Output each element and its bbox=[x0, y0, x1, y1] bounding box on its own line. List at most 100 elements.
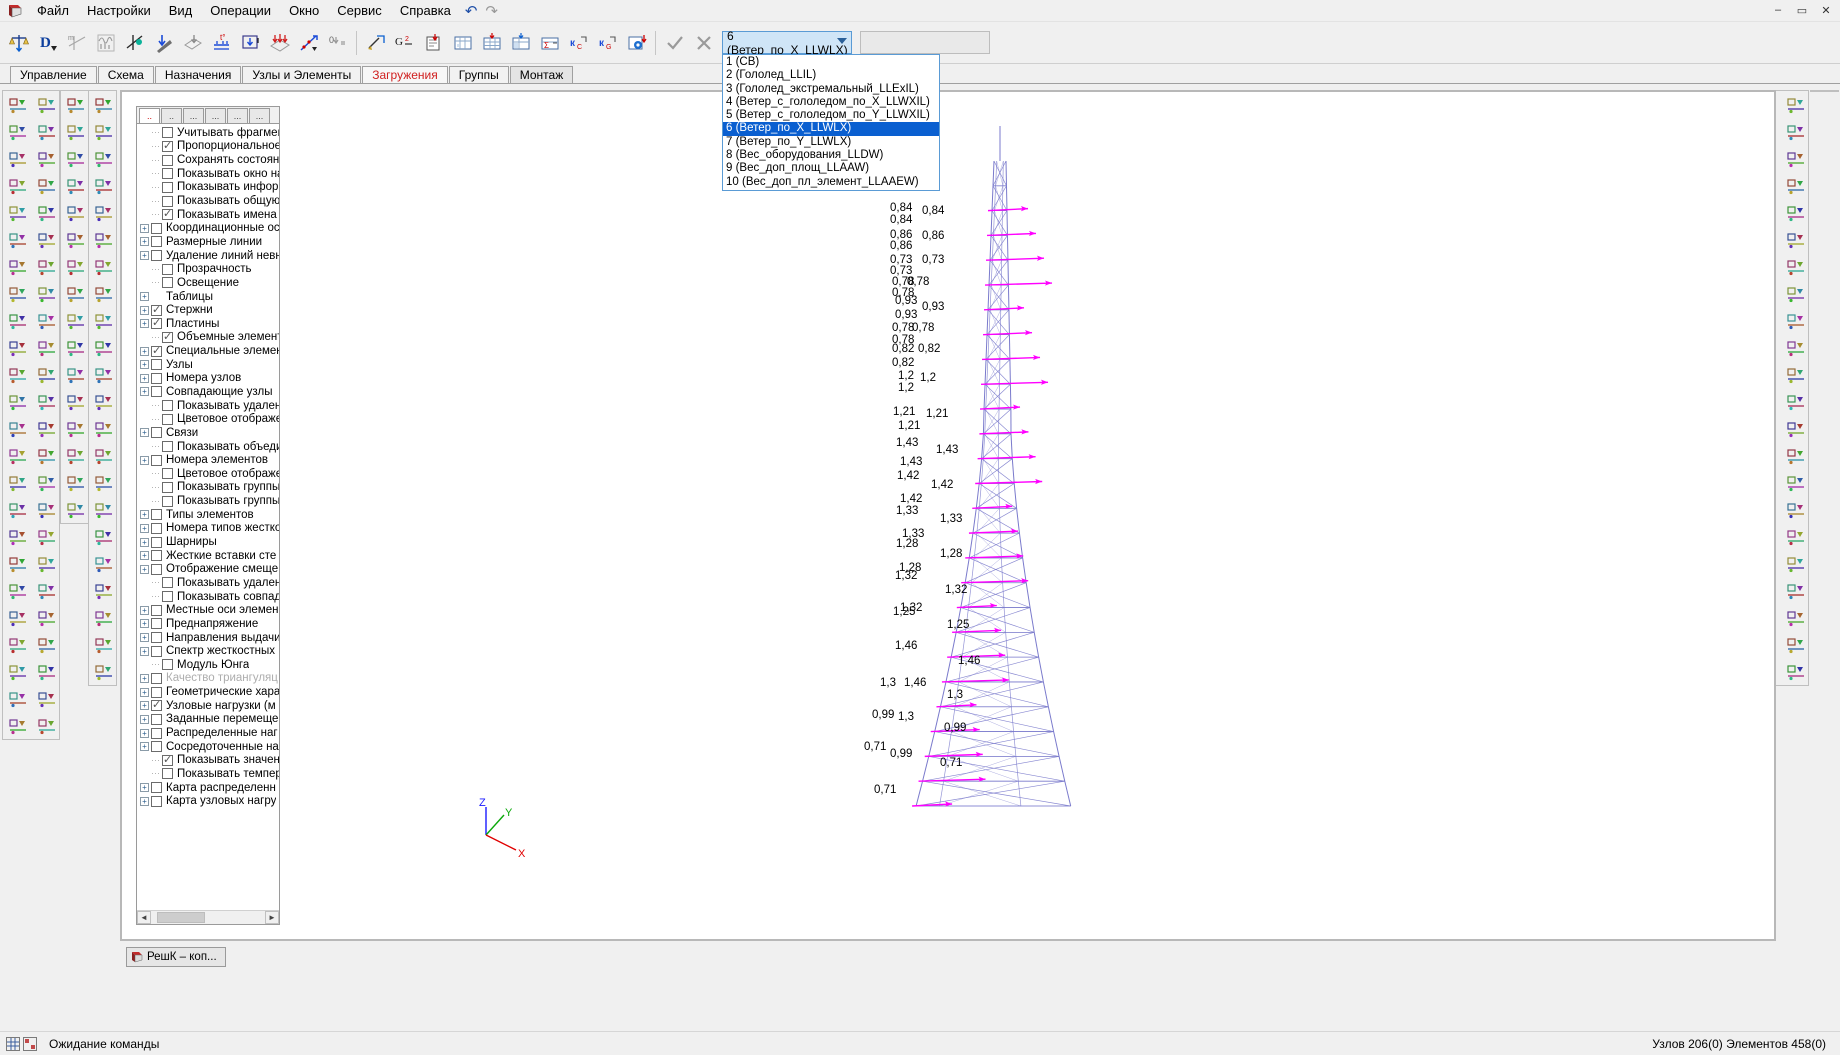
scroll-left-arrow-icon[interactable]: ◄ bbox=[137, 911, 151, 924]
tree-checkbox[interactable] bbox=[162, 441, 173, 453]
tree-checkbox[interactable] bbox=[151, 741, 162, 753]
expand-plus-icon[interactable]: + bbox=[140, 564, 149, 574]
tree-checkbox[interactable] bbox=[162, 277, 173, 289]
tree-checkbox[interactable] bbox=[151, 618, 162, 630]
load-case-option-2[interactable]: 2 (Гололед_LLIL) bbox=[726, 69, 817, 82]
element-load-icon[interactable] bbox=[150, 29, 177, 56]
expand-plus-icon[interactable]: + bbox=[140, 428, 149, 438]
tree-checkbox[interactable] bbox=[151, 604, 162, 616]
left-tool-a-28-icon[interactable] bbox=[3, 469, 32, 496]
tree-checkbox[interactable] bbox=[151, 686, 162, 698]
tree-item[interactable]: + Распределенные наг bbox=[137, 726, 279, 740]
tree-checkbox[interactable] bbox=[151, 372, 162, 384]
left-tool-a-4-icon[interactable] bbox=[3, 145, 32, 172]
tab-assembly[interactable]: Монтаж bbox=[509, 66, 574, 84]
tree-item[interactable]: + Заданные перемеще bbox=[137, 713, 279, 727]
left-tool-c-19-icon[interactable] bbox=[89, 604, 118, 631]
tree-tab-2[interactable]: ... bbox=[183, 108, 204, 123]
expand-plus-icon[interactable]: + bbox=[140, 633, 149, 643]
left-tool-a-21-icon[interactable] bbox=[32, 361, 61, 388]
left-tool-a-2-icon[interactable] bbox=[3, 118, 32, 145]
tree-item[interactable]: +⋯Учитывать фрагмент bbox=[137, 126, 279, 140]
tree-item[interactable]: + Удаление линий невн bbox=[137, 249, 279, 263]
right-tool-a-41-icon[interactable] bbox=[1781, 631, 1810, 658]
left-tool-b-12-icon[interactable] bbox=[61, 415, 90, 442]
right-tool-a-5-icon[interactable] bbox=[1781, 145, 1810, 172]
tree-item[interactable]: +⋯Цветовое отображен bbox=[137, 467, 279, 481]
left-tool-a-41-icon[interactable] bbox=[32, 631, 61, 658]
tree-item[interactable]: + Местные оси элемен bbox=[137, 603, 279, 617]
tree-item[interactable]: +⋯Освещение bbox=[137, 276, 279, 290]
left-tool-a-14-icon[interactable] bbox=[3, 280, 32, 307]
left-tool-b-6-icon[interactable] bbox=[61, 253, 90, 280]
load-case-option-1[interactable]: 1 (СВ) bbox=[726, 56, 760, 68]
menu-file[interactable]: Файл bbox=[37, 3, 69, 18]
expand-plus-icon[interactable]: + bbox=[140, 373, 149, 383]
load-case-save-icon[interactable]: G 2 bbox=[391, 29, 418, 56]
expand-plus-icon[interactable]: + bbox=[140, 783, 149, 793]
left-tool-b-14-icon[interactable] bbox=[61, 469, 90, 496]
right-tool-a-27-icon[interactable] bbox=[1781, 442, 1810, 469]
tree-item[interactable]: +⋯Показывать группы э bbox=[137, 494, 279, 508]
tree-item[interactable]: + Таблицы bbox=[137, 290, 279, 304]
tree-item[interactable]: + Координационные ос bbox=[137, 221, 279, 235]
tree-item[interactable]: +⋯Показывать значени bbox=[137, 753, 279, 767]
expand-plus-icon[interactable]: + bbox=[140, 523, 149, 533]
left-tool-c-4-icon[interactable] bbox=[89, 199, 118, 226]
left-tool-a-15-icon[interactable] bbox=[32, 280, 61, 307]
left-tool-a-30-icon[interactable] bbox=[3, 496, 32, 523]
menu-view[interactable]: Вид bbox=[168, 3, 193, 18]
model-canvas[interactable]: ................ +⋯Учитывать фрагмент+⋯П… bbox=[122, 92, 1774, 939]
left-tool-b-3-icon[interactable] bbox=[61, 172, 90, 199]
left-tool-a-0-icon[interactable] bbox=[3, 91, 32, 118]
tree-item[interactable]: + Геометрические хара bbox=[137, 685, 279, 699]
left-tool-a-37-icon[interactable] bbox=[32, 577, 61, 604]
tree-checkbox[interactable] bbox=[151, 359, 162, 371]
tree-item[interactable]: +⋯Объемные элементы bbox=[137, 330, 279, 345]
expand-plus-icon[interactable]: + bbox=[140, 619, 149, 629]
right-tool-a-11-icon[interactable] bbox=[1781, 226, 1810, 253]
cross-icon[interactable] bbox=[690, 29, 717, 56]
tree-checkbox[interactable] bbox=[151, 632, 162, 644]
tree-checkbox[interactable] bbox=[162, 400, 173, 412]
left-tool-b-1-icon[interactable] bbox=[61, 118, 90, 145]
expand-plus-icon[interactable]: + bbox=[140, 251, 149, 261]
left-tool-a-38-icon[interactable] bbox=[3, 604, 32, 631]
tree-checkbox[interactable] bbox=[162, 139, 173, 152]
load-table-icon[interactable] bbox=[478, 29, 505, 56]
tree-checkbox[interactable] bbox=[162, 659, 173, 671]
tree-item[interactable]: +⋯Показывать окно нав bbox=[137, 167, 279, 181]
left-tool-b-2-icon[interactable] bbox=[61, 145, 90, 172]
expand-plus-icon[interactable]: + bbox=[140, 605, 149, 615]
document-task-button[interactable]: РешК – коп... bbox=[126, 947, 226, 967]
left-tool-c-17-icon[interactable] bbox=[89, 550, 118, 577]
tree-item[interactable]: +⋯Пропорциональное з bbox=[137, 139, 279, 154]
left-tool-c-0-icon[interactable] bbox=[89, 91, 118, 118]
tree-item[interactable]: + Карта узловых нагру bbox=[137, 794, 279, 808]
tree-item[interactable]: + Связи bbox=[137, 426, 279, 440]
tree-item[interactable]: +⋯Показывать удаленн bbox=[137, 576, 279, 590]
tree-list[interactable]: +⋯Учитывать фрагмент+⋯Пропорциональное з… bbox=[137, 124, 279, 910]
left-tool-c-8-icon[interactable] bbox=[89, 307, 118, 334]
left-tool-a-26-icon[interactable] bbox=[3, 442, 32, 469]
maximize-button[interactable]: ▭ bbox=[1796, 4, 1808, 17]
tree-checkbox[interactable] bbox=[162, 154, 173, 166]
tree-item[interactable]: + Направления выдачи bbox=[137, 631, 279, 645]
expand-plus-icon[interactable]: + bbox=[140, 537, 149, 547]
node-load-icon[interactable] bbox=[121, 29, 148, 56]
left-tool-a-40-icon[interactable] bbox=[3, 631, 32, 658]
tree-item[interactable]: +⋯Показывать информ bbox=[137, 181, 279, 195]
right-tool-a-3-icon[interactable] bbox=[1781, 118, 1810, 145]
left-tool-a-44-icon[interactable] bbox=[3, 685, 32, 712]
right-tool-a-33-icon[interactable] bbox=[1781, 523, 1810, 550]
left-tool-b-8-icon[interactable] bbox=[61, 307, 90, 334]
left-tool-a-19-icon[interactable] bbox=[32, 334, 61, 361]
tree-checkbox[interactable] bbox=[162, 753, 173, 766]
tree-checkbox[interactable] bbox=[162, 768, 173, 780]
tree-item[interactable]: + Качество триангуляц bbox=[137, 672, 279, 686]
mass-icon[interactable]: m bbox=[63, 29, 90, 56]
tree-tab-0[interactable]: .. bbox=[139, 108, 160, 123]
tree-checkbox[interactable] bbox=[151, 509, 162, 521]
load-settings-icon[interactable] bbox=[623, 29, 650, 56]
minimize-button[interactable]: – bbox=[1774, 4, 1782, 16]
